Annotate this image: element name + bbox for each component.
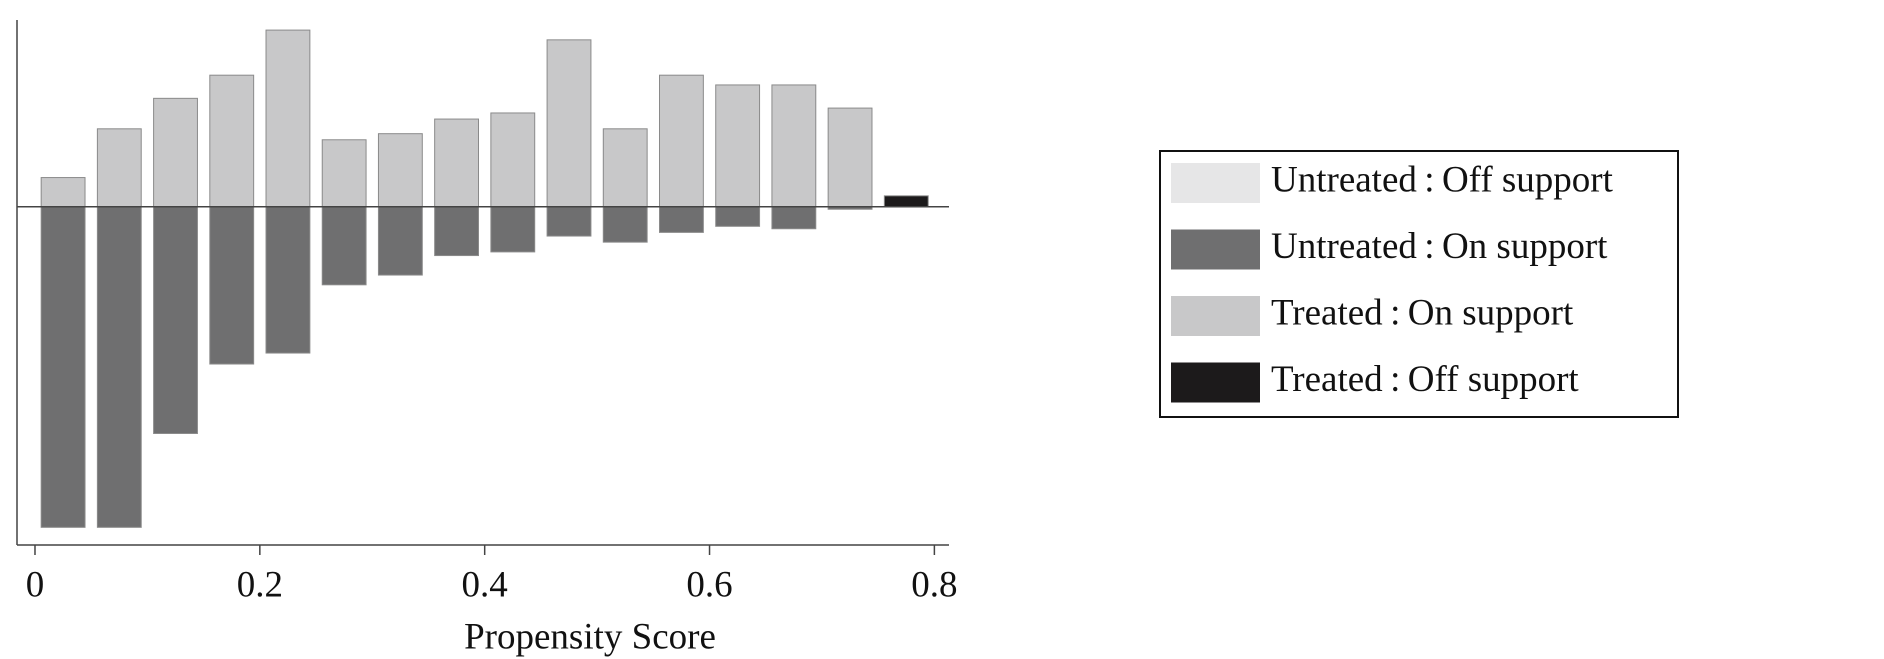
- bar: [659, 206, 704, 233]
- legend-label: Untreated : On support: [1271, 226, 1608, 267]
- bar: [602, 128, 648, 208]
- legend-swatch: [1171, 229, 1260, 270]
- legend-swatch: [1171, 163, 1260, 203]
- x-tick-label: 0.6: [686, 564, 732, 605]
- bar: [434, 118, 480, 208]
- bar: [490, 112, 536, 208]
- bar: [321, 139, 367, 208]
- legend-label: Treated : Off support: [1271, 359, 1579, 400]
- bar: [434, 206, 480, 257]
- x-tick-label: 0.2: [237, 564, 283, 605]
- bar: [153, 97, 198, 208]
- bar: [377, 133, 423, 208]
- x-axis-title: Propensity Score: [464, 616, 716, 657]
- bar: [96, 128, 142, 208]
- x-tick-label: 0.8: [911, 564, 957, 605]
- bar: [546, 206, 592, 237]
- bar: [40, 177, 86, 208]
- bar: [209, 206, 255, 365]
- bar: [771, 84, 817, 208]
- bar: [490, 206, 536, 253]
- bar: [40, 206, 86, 528]
- bar: [153, 206, 198, 434]
- legend-label: Treated : On support: [1271, 292, 1574, 333]
- bar: [659, 74, 704, 208]
- bar: [602, 206, 648, 243]
- bar: [209, 74, 255, 208]
- bar: [265, 206, 311, 354]
- x-tick-label: 0: [26, 564, 45, 605]
- bar: [96, 206, 142, 528]
- bar: [546, 39, 592, 208]
- legend-label: Untreated : Off support: [1271, 159, 1614, 200]
- bar: [321, 206, 367, 286]
- bar: [715, 84, 761, 208]
- bar: [827, 107, 873, 208]
- bar: [883, 195, 929, 208]
- bar: [377, 206, 423, 276]
- bar: [771, 206, 817, 230]
- x-tick-label: 0.4: [462, 564, 508, 605]
- bar: [265, 29, 311, 208]
- legend-swatch: [1171, 296, 1260, 336]
- bar: [715, 206, 761, 227]
- legend-swatch: [1171, 362, 1260, 403]
